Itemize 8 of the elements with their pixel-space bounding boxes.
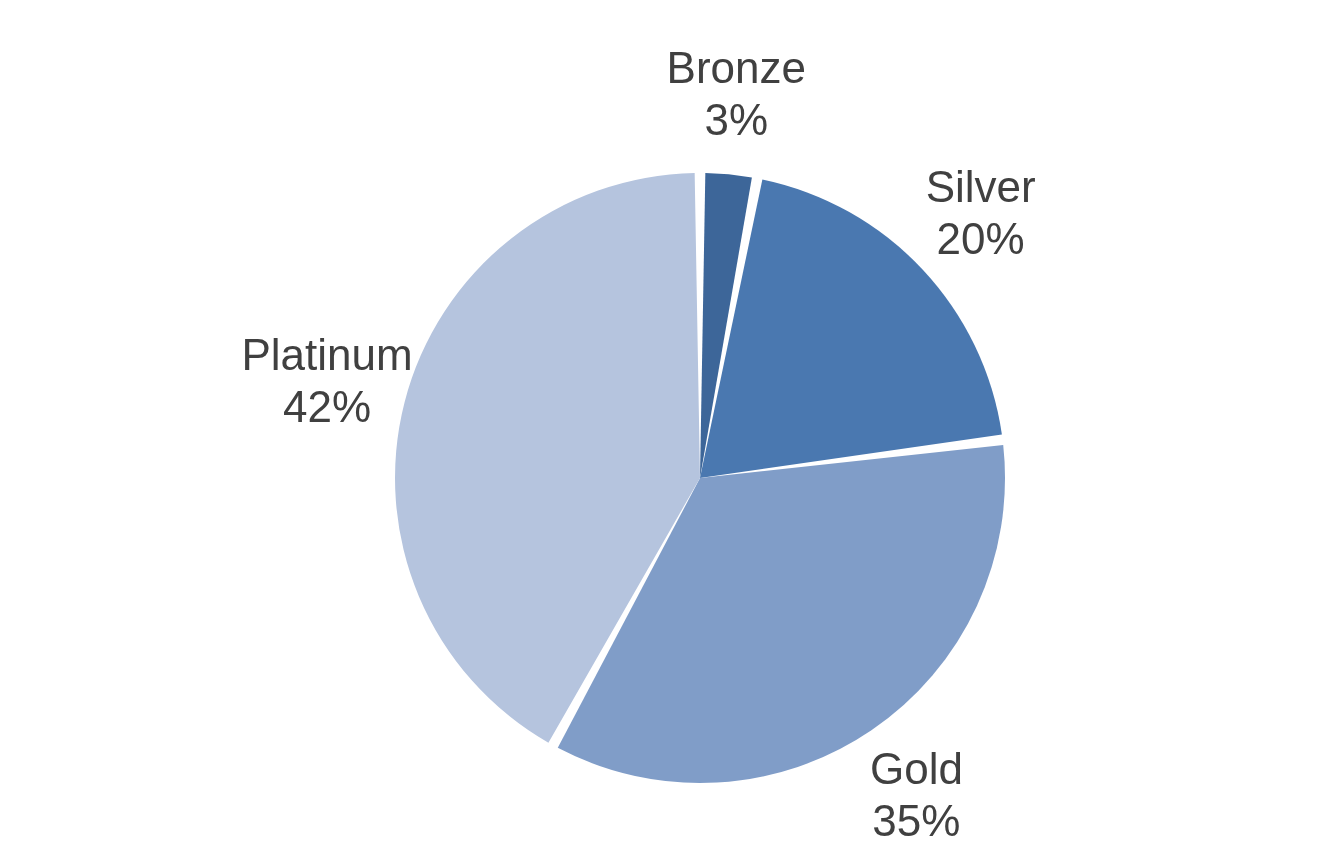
slice-label: Bronze <box>666 42 806 92</box>
slice-label: Gold <box>869 744 963 794</box>
slice-label: Platinum <box>241 330 413 380</box>
data-label: 3% <box>704 94 769 144</box>
data-label: 42% <box>283 382 372 432</box>
data-label: 20% <box>936 214 1025 264</box>
data-label: 35% <box>872 796 961 846</box>
slice-label: Silver <box>925 162 1036 212</box>
